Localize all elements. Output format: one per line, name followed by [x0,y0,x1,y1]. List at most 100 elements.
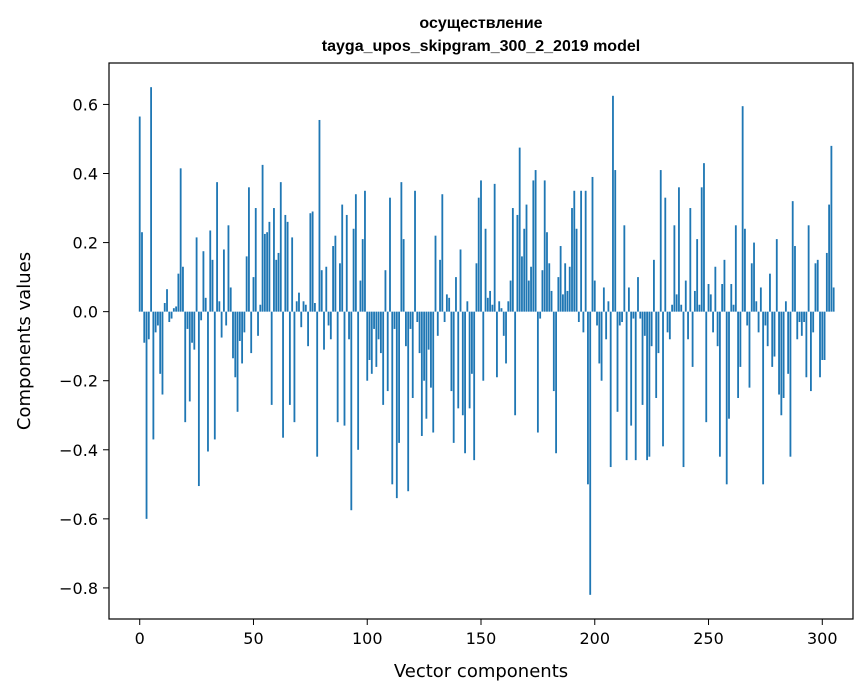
bar-84 [329,311,332,340]
bar-261 [732,304,735,312]
bar-52 [257,311,259,336]
bar-247 [700,187,703,312]
bar-190 [571,208,573,312]
bar-120 [411,311,414,398]
bar-38 [225,311,228,326]
bar-20 [184,311,187,423]
bar-270 [753,242,755,312]
bar-26 [197,311,200,487]
bar-21 [186,311,189,329]
bar-211 [618,311,621,326]
bar-80 [320,270,323,312]
bar-259 [728,311,730,419]
bar-221 [641,311,644,405]
bar-45 [241,311,244,364]
bar-164 [511,208,514,312]
bar-42 [234,311,237,378]
bar-186 [562,294,564,312]
bar-14 [170,311,173,319]
bar-41 [232,311,234,359]
y-tick-label-6: 0.4 [73,165,98,184]
bar-53 [259,304,262,312]
bar-153 [486,297,489,312]
bar-203 [600,311,603,381]
bar-293 [805,311,808,378]
bar-115 [400,182,403,312]
bar-238 [680,304,683,312]
y-tick-label-1: −0.6 [59,510,98,529]
bar-68 [293,311,296,423]
bar-5 [150,87,152,312]
bar-213 [623,225,626,312]
bar-281 [778,311,780,395]
bar-280 [775,239,778,312]
x-tick-label-150: 150 [466,629,497,648]
y-axis-label: Components values [14,252,35,430]
bar-299 [819,311,821,378]
bar-224 [648,311,651,457]
bar-283 [782,311,785,398]
bar-193 [577,311,580,323]
bar-25 [195,237,198,312]
bar-266 [744,228,746,312]
bar-96 [357,311,360,450]
bar-111 [391,311,394,485]
bar-168 [521,256,523,312]
bar-154 [489,290,492,312]
bar-268 [748,311,751,388]
bar-175 [536,311,539,433]
bar-139 [455,277,457,312]
bar-32 [211,259,214,312]
bar-230 [662,311,664,447]
bar-171 [527,280,530,312]
bar-290 [798,311,801,323]
bar-180 [548,263,551,312]
bar-57 [268,221,271,312]
bar-161 [505,311,507,364]
bar-71 [300,311,303,328]
bar-119 [409,311,412,329]
bar-118 [407,311,410,492]
bar-113 [395,311,398,499]
bar-97 [359,280,362,312]
bar-225 [650,311,653,347]
bar-10 [161,311,164,395]
bar-77 [314,303,316,312]
bar-49 [250,311,253,354]
bar-174 [534,170,537,312]
bar-209 [614,170,617,312]
bar-3 [145,311,148,519]
bar-36 [220,311,223,338]
bar-43 [236,311,239,412]
bar-81 [323,311,325,350]
bar-92 [348,311,350,340]
y-tick-label-5: 0.2 [73,234,98,253]
bar-195 [582,311,585,333]
bar-110 [389,197,391,312]
bar-47 [245,256,248,312]
bar-285 [787,311,790,374]
bar-1 [141,232,143,312]
bar-173 [532,180,535,312]
bar-18 [179,168,182,312]
bar-185 [559,246,562,312]
bar-127 [427,311,430,350]
x-tick-label-250: 250 [693,629,724,648]
bar-9 [159,311,162,374]
bar-156 [493,183,496,312]
bar-162 [507,301,510,312]
bar-250 [707,284,710,312]
bar-152 [484,228,487,312]
bar-142 [461,311,464,416]
bar-188 [566,290,569,312]
bar-303 [828,204,831,312]
bar-243 [691,311,694,367]
bar-19 [182,266,184,312]
bar-229 [659,170,662,312]
bar-214 [625,311,628,461]
bar-140 [457,311,460,409]
bar-181 [550,290,553,312]
bar-2 [143,311,146,343]
bar-187 [564,263,567,312]
bar-245 [696,239,699,312]
